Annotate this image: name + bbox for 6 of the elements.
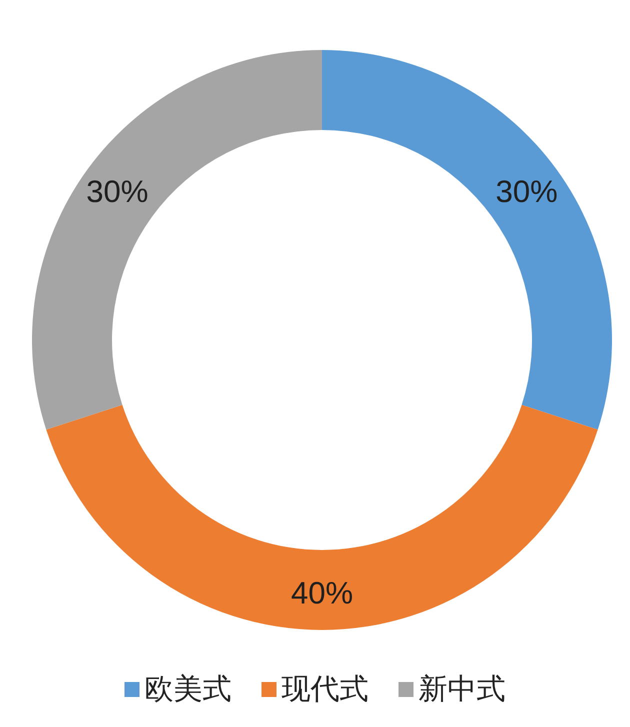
legend-label: 现代式 bbox=[282, 674, 368, 706]
legend-label: 欧美式 bbox=[144, 674, 232, 706]
data-label: 30% bbox=[86, 174, 148, 209]
data-label: 30% bbox=[496, 174, 558, 209]
legend-label: 新中式 bbox=[418, 674, 506, 706]
data-label: 40% bbox=[290, 576, 354, 610]
